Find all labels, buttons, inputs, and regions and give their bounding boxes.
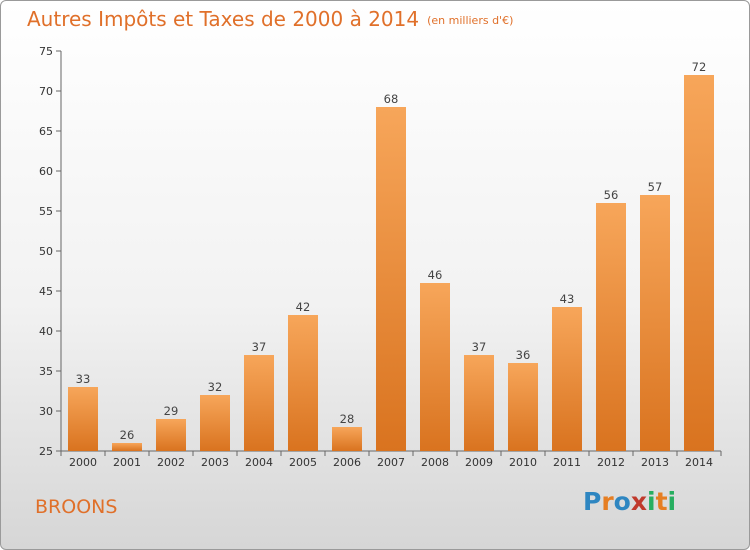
y-tick-label: 65 [39, 125, 53, 138]
bar-2010[interactable] [508, 363, 538, 451]
y-tick-label: 35 [39, 365, 53, 378]
logo-letter: t [655, 487, 668, 516]
bar-2007[interactable] [376, 107, 406, 451]
x-tick-label-2006: 2006 [333, 456, 361, 469]
x-tick-label-2007: 2007 [377, 456, 405, 469]
y-tick-label: 75 [39, 45, 53, 58]
x-tick-label-2012: 2012 [597, 456, 625, 469]
y-tick-label: 45 [39, 285, 53, 298]
x-tick-label-2011: 2011 [553, 456, 581, 469]
x-tick-label-2014: 2014 [685, 456, 713, 469]
chart-title: Autres Impôts et Taxes de 2000 à 2014 (en… [27, 7, 513, 31]
y-tick-label: 60 [39, 165, 53, 178]
value-label-2002: 29 [164, 404, 179, 418]
value-label-2013: 57 [648, 180, 663, 194]
bar-2000[interactable] [68, 387, 98, 451]
y-tick-label: 70 [39, 85, 53, 98]
x-tick-label-2000: 2000 [69, 456, 97, 469]
bar-2011[interactable] [552, 307, 582, 451]
x-tick-label-2008: 2008 [421, 456, 449, 469]
bar-2001[interactable] [112, 443, 142, 451]
value-label-2010: 36 [516, 348, 531, 362]
value-label-2009: 37 [472, 340, 487, 354]
logo-letter: r [601, 487, 614, 516]
bar-2013[interactable] [640, 195, 670, 451]
y-tick-label: 30 [39, 405, 53, 418]
x-tick-label-2005: 2005 [289, 456, 317, 469]
x-tick-label-2003: 2003 [201, 456, 229, 469]
bar-2012[interactable] [596, 203, 626, 451]
logo-letter: P [583, 487, 602, 516]
y-tick-label: 50 [39, 245, 53, 258]
bar-2003[interactable] [200, 395, 230, 451]
bar-2005[interactable] [288, 315, 318, 451]
bar-2009[interactable] [464, 355, 494, 451]
value-label-2003: 32 [208, 380, 223, 394]
x-tick-label-2009: 2009 [465, 456, 493, 469]
value-label-2006: 28 [340, 412, 355, 426]
bar-2006[interactable] [332, 427, 362, 451]
logo-letter: i [647, 487, 656, 516]
bar-2014[interactable] [684, 75, 714, 451]
value-label-2011: 43 [560, 292, 575, 306]
logo-letter: i [667, 487, 677, 516]
logo-letter: o [613, 487, 631, 516]
bar-2002[interactable] [156, 419, 186, 451]
value-label-2012: 56 [604, 188, 619, 202]
logo-letter: x [630, 487, 647, 516]
value-label-2001: 26 [120, 428, 135, 442]
y-tick-label: 55 [39, 205, 53, 218]
y-tick-label: 25 [39, 445, 53, 458]
x-tick-label-2004: 2004 [245, 456, 273, 469]
proxiti-logo[interactable]: Proxiti [583, 487, 676, 516]
x-tick-label-2010: 2010 [509, 456, 537, 469]
value-label-2005: 42 [296, 300, 311, 314]
bar-2004[interactable] [244, 355, 274, 451]
bar-2008[interactable] [420, 283, 450, 451]
x-tick-label-2002: 2002 [157, 456, 185, 469]
value-label-2004: 37 [252, 340, 267, 354]
commune-name: BROONS [35, 496, 118, 518]
chart-title-unit: (en milliers d'€) [427, 14, 514, 27]
x-tick-label-2013: 2013 [641, 456, 669, 469]
value-label-2014: 72 [692, 60, 707, 74]
value-label-2008: 46 [428, 268, 443, 282]
value-label-2000: 33 [76, 372, 91, 386]
value-label-2007: 68 [384, 92, 399, 106]
y-tick-label: 40 [39, 325, 53, 338]
x-tick-label-2001: 2001 [113, 456, 141, 469]
chart-title-main: Autres Impôts et Taxes de 2000 à 2014 [27, 7, 420, 31]
